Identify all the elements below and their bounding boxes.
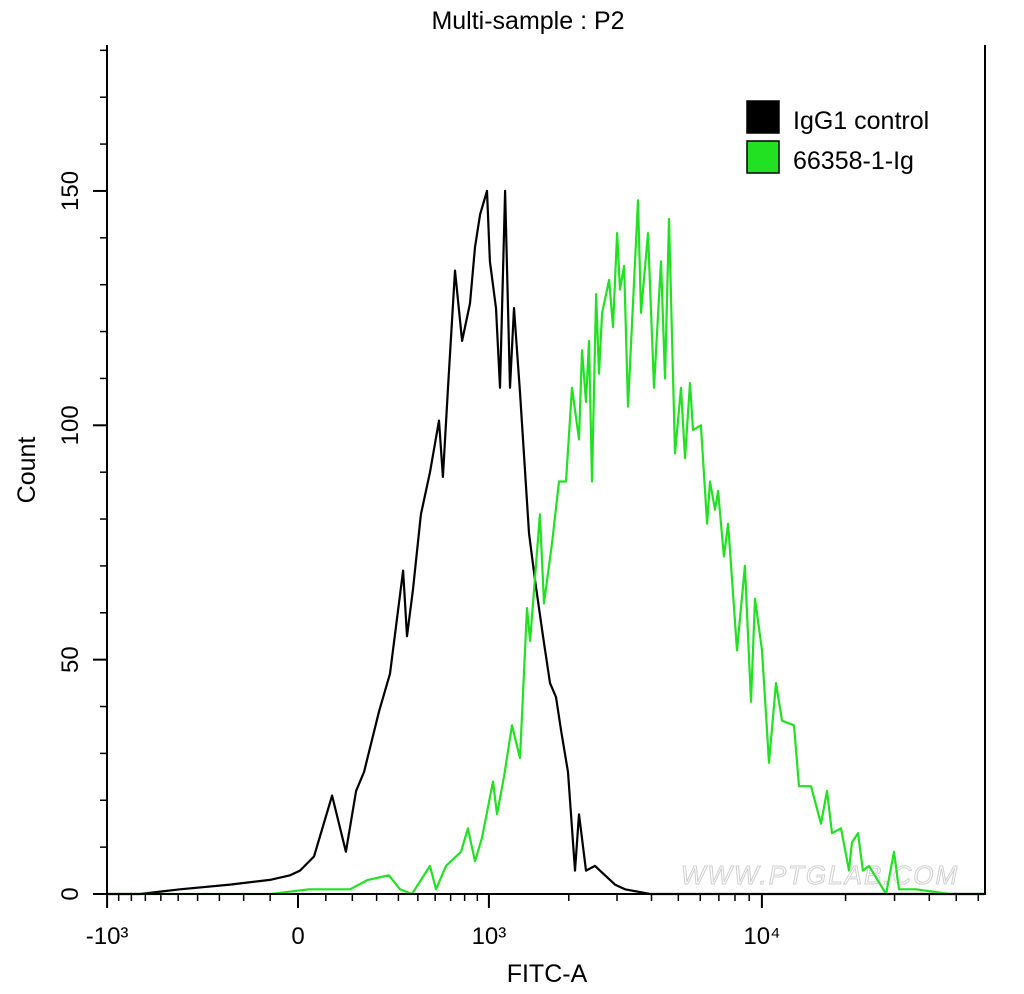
legend-swatch-igg1-control — [746, 100, 780, 134]
legend-label-igg1-control: IgG1 control — [793, 107, 929, 135]
y-tick-label: 150 — [57, 171, 84, 211]
x-tick-label: 10⁴ — [743, 923, 780, 950]
chart-title: Multi-sample : P2 — [431, 7, 624, 35]
series-line-1 — [107, 199, 985, 896]
y-axis-label: Count — [13, 437, 41, 504]
series-line-0 — [107, 189, 985, 896]
y-tick-label: 0 — [57, 887, 84, 900]
x-tick-label: 10³ — [472, 923, 507, 950]
watermark: WWW.PTGLAB.COM — [681, 860, 959, 890]
legend-label-66358-1-ig: 66358-1-Ig — [793, 147, 914, 175]
series-lines — [107, 189, 985, 896]
axis-ticks: -10³ 0 10³ 10⁴ 0 50 100 150 — [57, 49, 980, 950]
legend-swatch-66358-1-ig — [746, 140, 780, 174]
y-tick-label: 50 — [57, 646, 84, 673]
y-tick-label: 100 — [57, 405, 84, 445]
x-tick-label: -10³ — [86, 923, 129, 950]
legend: IgG1 control 66358-1-Ig — [746, 100, 929, 175]
x-axis-label: FITC-A — [507, 960, 588, 988]
x-tick-label: 0 — [291, 923, 304, 950]
